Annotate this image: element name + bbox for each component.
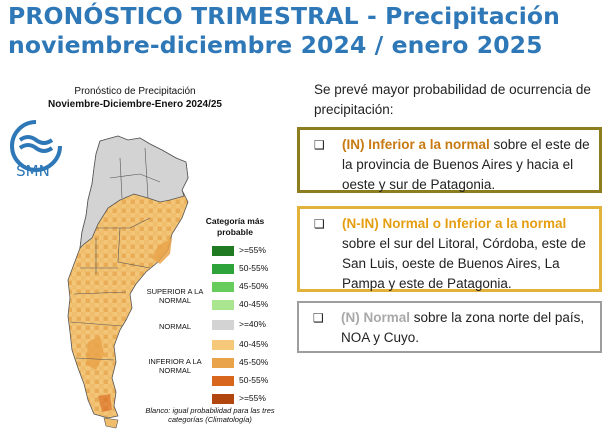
legend-label: 45-50% (239, 281, 269, 291)
forecast-map-panel: Pronóstico de Precipitación Noviembre-Di… (0, 78, 290, 436)
legend-label: >=55% (239, 393, 266, 403)
legend-swatch (212, 282, 234, 292)
inferior-50-55-patch (98, 394, 112, 412)
checkbox-bullet-icon: ❑ (314, 217, 325, 231)
page-title: PRONÓSTICO TRIMESTRAL - Precipitación no… (8, 2, 608, 60)
legend-swatch (212, 246, 234, 256)
map-title-line-2: Noviembre-Diciembre-Enero 2024/25 (48, 99, 222, 110)
title-line-1: PRONÓSTICO TRIMESTRAL - Precipitación (8, 2, 560, 30)
legend-swatch (212, 300, 234, 310)
map-title: Pronóstico de Precipitación Noviembre-Di… (35, 85, 235, 111)
inferior-45-50-patch-east (152, 238, 172, 264)
legend-label: 50-55% (239, 263, 269, 273)
summary-box-normal: ❑ (N) Normal sobre la zona norte del paí… (297, 301, 602, 353)
legend-title: Categoría más probable (205, 216, 265, 237)
summary-text: (N-IN) Normal o Inferior a la normal sob… (342, 214, 591, 294)
inferior-45-50-patch-south (86, 336, 104, 370)
summary-text: (N) Normal sobre la zona norte del país,… (341, 308, 592, 348)
map-footnote: Blanco: igual probabilidad para las tres… (145, 406, 275, 424)
tierra-del-fuego-island (103, 417, 119, 429)
summary-body: sobre el sur del Litoral, Córdoba, este … (342, 236, 586, 291)
smn-logo-icon (10, 120, 62, 172)
legend-swatch (212, 264, 234, 274)
legend-swatch (212, 358, 234, 368)
legend-label: 40-45% (239, 299, 269, 309)
summary-box-inferior: ❑ (IN) Inferior a la normal sobre el est… (297, 127, 602, 193)
legend-group-superior: SUPERIOR A LA NORMAL (146, 287, 204, 305)
map-title-line-1: Pronóstico de Precipitación (74, 86, 196, 97)
legend-label: >=40% (239, 319, 266, 329)
summary-intro: Se prevé mayor probabilidad de ocurrenci… (314, 82, 591, 117)
legend-group-inferior: INFERIOR A LA NORMAL (148, 357, 202, 375)
legend-label: 50-55% (239, 375, 269, 385)
legend-group-normal: NORMAL (158, 322, 192, 331)
summary-body: sobre el este de la provincia de Buenos … (342, 137, 590, 192)
legend-swatch (212, 394, 234, 404)
title-line-2: noviembre-diciembre 2024 / enero 2025 (8, 31, 543, 59)
legend-swatch (212, 320, 234, 330)
province-boundaries (69, 147, 161, 361)
legend-swatch (212, 376, 234, 386)
checkbox-bullet-icon: ❑ (314, 138, 325, 152)
checkbox-bullet-icon: ❑ (313, 311, 324, 325)
summary-highlight: (N-IN) Normal o Inferior a la normal (342, 216, 567, 231)
summary-highlight: (IN) Inferior a la normal (342, 137, 490, 152)
summary-highlight: (N) Normal (341, 310, 411, 325)
legend-swatch (212, 340, 234, 350)
summary-text: (IN) Inferior a la normal sobre el este … (342, 135, 591, 195)
legend-label: 40-45% (239, 339, 269, 349)
legend-label: >=55% (239, 245, 266, 255)
summary-box-normal-inferior: ❑ (N-IN) Normal o Inferior a la normal s… (297, 206, 602, 292)
normal-category-region (79, 135, 189, 250)
summary-body: sobre la zona norte del país, NOA y Cuyo… (341, 310, 585, 345)
argentina-map (67, 135, 189, 429)
smn-logo-text: SMN (16, 162, 50, 180)
legend-label: 45-50% (239, 357, 269, 367)
